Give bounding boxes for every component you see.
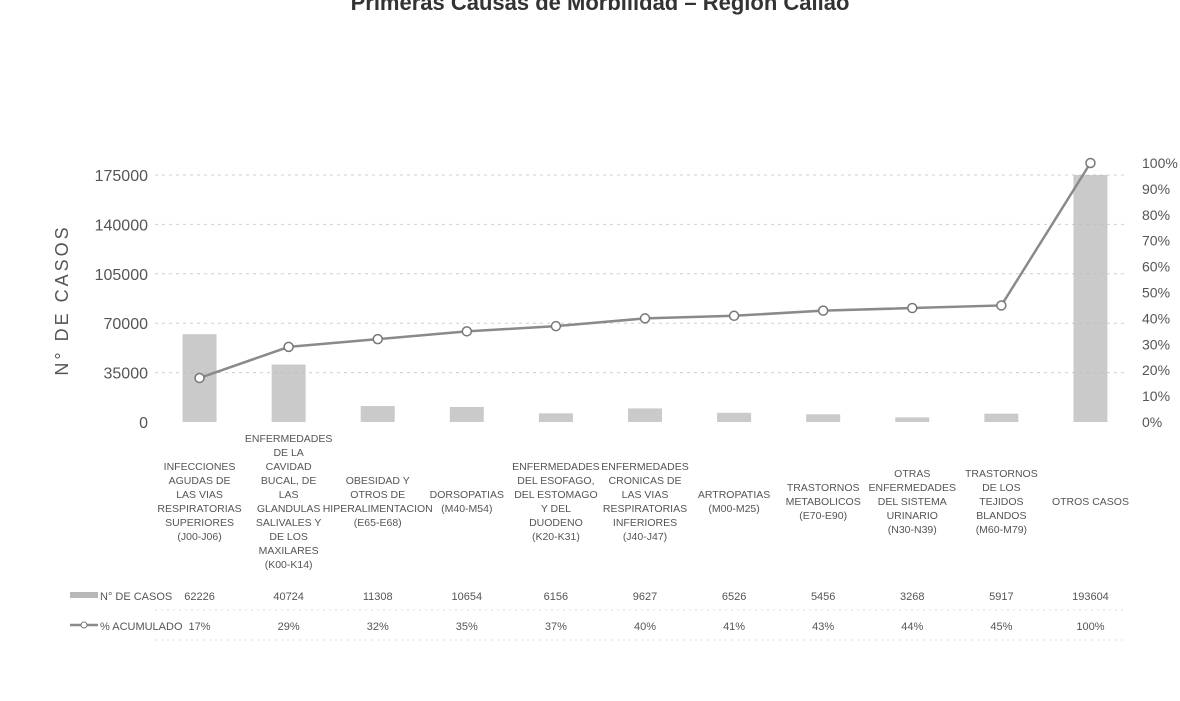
y-axis-label: N° DE CASOS [52,224,72,375]
category-label: OBESIDAD Y OTROS DE HIPERALIMENTACION (E65-… [323,475,433,529]
legend-label: N° DE CASOS [100,591,172,603]
legend-marker [80,621,88,629]
table-cell: 37% [545,621,567,633]
table-cell: 32% [367,621,389,633]
bar [895,417,930,422]
table-cell: 43% [812,621,834,633]
line-point [728,310,740,322]
table-cell: 41% [723,621,745,633]
table-cell: 5456 [811,591,835,603]
table-cell: 3268 [900,591,924,603]
table-cell: 17% [189,621,211,633]
y-tick-label: 0 [139,415,148,432]
line-point [194,372,205,384]
line-point [639,313,651,324]
category-label: ARTROPATIAS (M00-M25) [698,489,770,515]
y2-tick-label: 100% [1142,155,1178,171]
y2-tick-label: 70% [1142,233,1170,249]
category-label: TRASTORNOS METABOLICOS (E70-E90) [786,482,861,522]
y-tick-label: 140000 [95,217,148,234]
table-cell: 40% [634,621,656,633]
y2-tick-label: 30% [1142,336,1170,352]
table-cell: 6156 [544,591,568,603]
y-tick-label: 105000 [95,267,148,284]
bar [538,413,573,422]
y2-tick-label: 60% [1142,259,1170,275]
y-tick-label: 175000 [95,168,148,185]
legend-label: % ACUMULADO [100,621,183,633]
y2-tick-label: 20% [1142,362,1170,378]
y2-tick-label: 50% [1142,285,1170,301]
bar [271,364,306,422]
y2-tick-label: 90% [1142,181,1170,197]
category-label: INFECCIONES AGUDAS DE LAS VIAS RESPIRATORIA… [157,461,241,543]
table-cell: 29% [278,621,300,633]
table-cell: 40724 [273,591,304,603]
table-cell: 44% [901,621,923,633]
y-tick-label: 35000 [104,366,149,383]
y2-tick-label: 10% [1142,388,1170,404]
category-label: OTRAS ENFERMEDADES DEL SISTEMA URINARIO (N30… [869,468,957,536]
table-cell: 6526 [722,591,746,603]
bar [806,414,841,422]
bar [1073,175,1108,422]
table-cell: 10654 [452,591,483,603]
category-label: TRASTORNOS DE LOS TEJIDOS BLANDOS (M60-M79) [965,468,1038,536]
line-point [817,305,829,316]
chart-title: Primeras Causas de Morbilidad – Región C… [351,0,850,15]
line-point [372,333,383,345]
y2-tick-label: 0% [1142,414,1162,430]
legend-swatch-bar [70,592,98,598]
line-point [283,341,294,353]
bar [984,413,1019,422]
line-point [907,302,918,314]
line-point [996,300,1007,311]
table-cell: 45% [990,621,1012,633]
category-label: ENFERMEDADES CRONICAS DE LAS VIAS RESPIRATO… [601,461,689,543]
cumulative-line [199,162,1092,380]
table-cell: 5917 [989,591,1013,603]
table-cell: 11308 [363,591,393,603]
category-label: DORSOPATIAS (M40-M54) [430,489,504,515]
table-cell: 62226 [184,591,215,603]
y-tick-label: 70000 [104,316,149,333]
bar [717,412,752,422]
bar [628,408,662,422]
bar [360,406,395,422]
category-label: ENFERMEDADES DEL ESOFAGO, DEL ESTOMAGO Y DE… [512,461,600,543]
category-label: ENFERMEDADES DE LA CAVIDAD BUCAL, DE LAS GLAN… [245,433,333,571]
table-cell: 100% [1076,621,1104,633]
table-cell: 9627 [633,591,657,603]
y2-tick-label: 40% [1142,310,1170,326]
table-cell: 193604 [1072,591,1109,603]
line-point [461,326,473,337]
line-point [550,320,562,332]
table-cell: 35% [456,621,478,633]
category-label: OTROS CASOS [1052,496,1129,508]
bar [449,406,484,422]
line-point [1085,157,1096,169]
y2-tick-label: 80% [1142,207,1170,223]
